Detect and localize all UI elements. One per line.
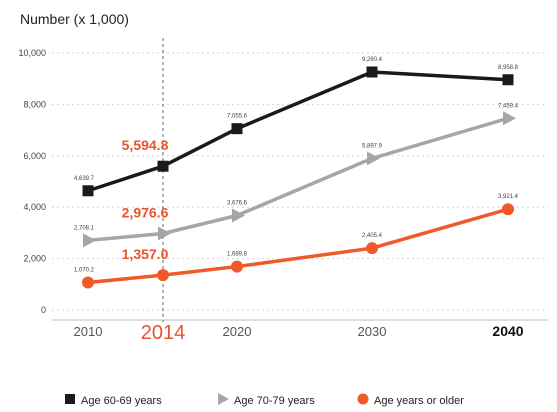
y-tick-label: 4,000 bbox=[23, 202, 46, 212]
y-tick-label: 2,000 bbox=[23, 254, 46, 264]
y-tick-label: 6,000 bbox=[23, 151, 46, 161]
legend-swatch bbox=[218, 393, 229, 405]
data-point bbox=[83, 233, 96, 248]
data-point bbox=[158, 226, 171, 241]
legend-swatch bbox=[357, 393, 369, 405]
data-point bbox=[157, 269, 169, 282]
data-point bbox=[231, 123, 243, 135]
x-tick-label: 2014 bbox=[141, 322, 186, 344]
data-label: 5,594.8 bbox=[122, 137, 169, 153]
data-point bbox=[82, 276, 94, 289]
data-label: 1,070.2 bbox=[74, 267, 95, 273]
data-point bbox=[502, 203, 514, 216]
y-tick-label: 10,000 bbox=[18, 48, 46, 58]
data-point bbox=[367, 151, 380, 166]
data-point bbox=[502, 74, 514, 86]
data-labels: 4,639.7 5,594.8 7,055.6 9,260.4 8,958.8 2,708… bbox=[74, 57, 519, 273]
legend-label: Age 60-69 years bbox=[81, 395, 162, 407]
legend-label: Age years or older bbox=[374, 395, 464, 407]
x-axis-ticks: 2010 2014 2020 2030 2040 bbox=[74, 322, 524, 344]
data-point bbox=[366, 66, 378, 78]
data-label: 7,459.4 bbox=[498, 103, 519, 109]
y-tick-label: 0 bbox=[41, 305, 46, 315]
legend-swatch bbox=[65, 394, 75, 404]
data-label: 8,958.8 bbox=[498, 65, 519, 71]
data-label: 2,708.1 bbox=[74, 225, 95, 231]
data-label: 1,689.8 bbox=[227, 252, 248, 258]
series-line bbox=[87, 70, 509, 193]
legend: Age 60-69 years Age 70-79 years Age years … bbox=[65, 393, 464, 407]
data-label: 3,676.6 bbox=[227, 201, 248, 207]
data-label: 9,260.4 bbox=[362, 57, 383, 63]
data-point bbox=[157, 160, 169, 172]
data-point bbox=[231, 260, 243, 273]
data-label: 4,639.7 bbox=[74, 176, 95, 182]
data-label: 3,921.4 bbox=[498, 194, 519, 200]
data-point bbox=[82, 185, 94, 197]
data-label: 2,976.6 bbox=[122, 205, 169, 221]
x-tick-label: 2010 bbox=[74, 324, 103, 339]
data-label: 5,897.9 bbox=[362, 143, 383, 149]
data-label: 7,055.6 bbox=[227, 114, 248, 120]
data-point bbox=[232, 208, 245, 223]
x-tick-label: 2020 bbox=[223, 324, 252, 339]
data-label: 1,357.0 bbox=[122, 246, 169, 262]
x-tick-label: 2040 bbox=[492, 323, 523, 339]
y-tick-label: 8,000 bbox=[23, 99, 46, 109]
data-point bbox=[366, 242, 378, 255]
data-label: 2,405.4 bbox=[362, 233, 383, 239]
y-axis-ticks: 0 2,000 4,000 6,000 8,000 10,000 bbox=[18, 48, 46, 315]
legend-label: Age 70-79 years bbox=[234, 395, 315, 407]
series-lines bbox=[82, 66, 516, 289]
x-tick-label: 2030 bbox=[358, 324, 387, 339]
chart-title: Number (x 1,000) bbox=[20, 11, 129, 27]
data-point bbox=[503, 111, 516, 126]
